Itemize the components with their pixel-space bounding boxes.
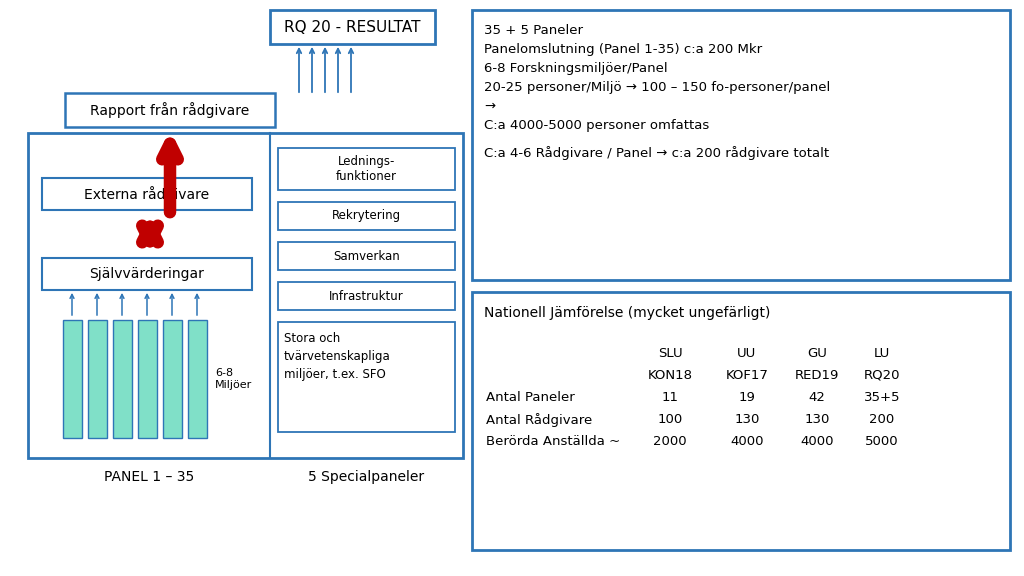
Text: C:a 4-6 Rådgivare / Panel → c:a 200 rådgivare totalt: C:a 4-6 Rådgivare / Panel → c:a 200 rådg… (484, 146, 829, 160)
Bar (278, 148, 455, 190)
Text: RQ20: RQ20 (864, 369, 900, 382)
Bar (163, 320, 181, 438)
Text: →: → (484, 100, 496, 113)
Text: 6-8 Forskningsmiljöer/Panel: 6-8 Forskningsmiljöer/Panel (484, 62, 668, 75)
Text: SLU: SLU (657, 347, 682, 360)
Text: 4000: 4000 (800, 435, 834, 448)
Text: Självvärderingar: Självvärderingar (89, 267, 205, 281)
Bar (472, 292, 1010, 550)
Text: RED19: RED19 (795, 369, 840, 382)
Text: UU: UU (737, 347, 757, 360)
Text: 35 + 5 Paneler: 35 + 5 Paneler (484, 24, 583, 37)
Text: GU: GU (807, 347, 827, 360)
Text: KOF17: KOF17 (726, 369, 768, 382)
Text: 11: 11 (662, 391, 679, 404)
Text: 4000: 4000 (730, 435, 764, 448)
Text: RQ 20 - RESULTAT: RQ 20 - RESULTAT (285, 20, 421, 35)
Text: Nationell Jämförelse (mycket ungefärligt): Nationell Jämförelse (mycket ungefärligt… (484, 306, 770, 320)
Text: 130: 130 (734, 413, 760, 426)
Text: Rapport från rådgivare: Rapport från rådgivare (90, 102, 250, 118)
Text: Stora och
tvärvetenskapliga
miljöer, t.ex. SFO: Stora och tvärvetenskapliga miljöer, t.e… (284, 332, 391, 381)
Text: 200: 200 (869, 413, 895, 426)
Text: C:a 4000-5000 personer omfattas: C:a 4000-5000 personer omfattas (484, 119, 710, 132)
Bar (28, 133, 463, 458)
Text: Berörda Anställda ~: Berörda Anställda ~ (486, 435, 621, 448)
Text: 35+5: 35+5 (864, 391, 900, 404)
Bar (278, 242, 455, 270)
Bar (65, 93, 275, 127)
Text: 130: 130 (804, 413, 829, 426)
Bar (42, 258, 252, 290)
Text: 5 Specialpaneler: 5 Specialpaneler (308, 470, 425, 484)
Text: Lednings-
funktioner: Lednings- funktioner (336, 154, 397, 184)
Text: 6-8
Miljöer: 6-8 Miljöer (215, 368, 252, 390)
Text: LU: LU (873, 347, 890, 360)
Text: Samverkan: Samverkan (333, 249, 400, 263)
Bar (270, 10, 435, 44)
Text: Panelomslutning (Panel 1-35) c:a 200 Mkr: Panelomslutning (Panel 1-35) c:a 200 Mkr (484, 43, 762, 56)
Text: Externa rådgivare: Externa rådgivare (84, 186, 210, 202)
Text: 5000: 5000 (865, 435, 899, 448)
Bar (278, 202, 455, 230)
Bar (137, 320, 157, 438)
Text: 20-25 personer/Miljö → 100 – 150 fo-personer/panel: 20-25 personer/Miljö → 100 – 150 fo-pers… (484, 81, 830, 94)
Text: Antal Rådgivare: Antal Rådgivare (486, 413, 592, 427)
Text: PANEL 1 – 35: PANEL 1 – 35 (103, 470, 195, 484)
Text: 42: 42 (809, 391, 825, 404)
Bar (187, 320, 207, 438)
Text: Rekrytering: Rekrytering (332, 210, 401, 222)
Text: Antal Paneler: Antal Paneler (486, 391, 574, 404)
Text: 100: 100 (657, 413, 683, 426)
Bar (42, 178, 252, 210)
Bar (472, 10, 1010, 280)
Bar (278, 322, 455, 432)
Text: Infrastruktur: Infrastruktur (329, 290, 403, 302)
Text: 2000: 2000 (653, 435, 687, 448)
Text: 19: 19 (738, 391, 756, 404)
Text: KON18: KON18 (647, 369, 692, 382)
Bar (62, 320, 82, 438)
Bar (278, 282, 455, 310)
Bar (87, 320, 106, 438)
Bar (113, 320, 131, 438)
